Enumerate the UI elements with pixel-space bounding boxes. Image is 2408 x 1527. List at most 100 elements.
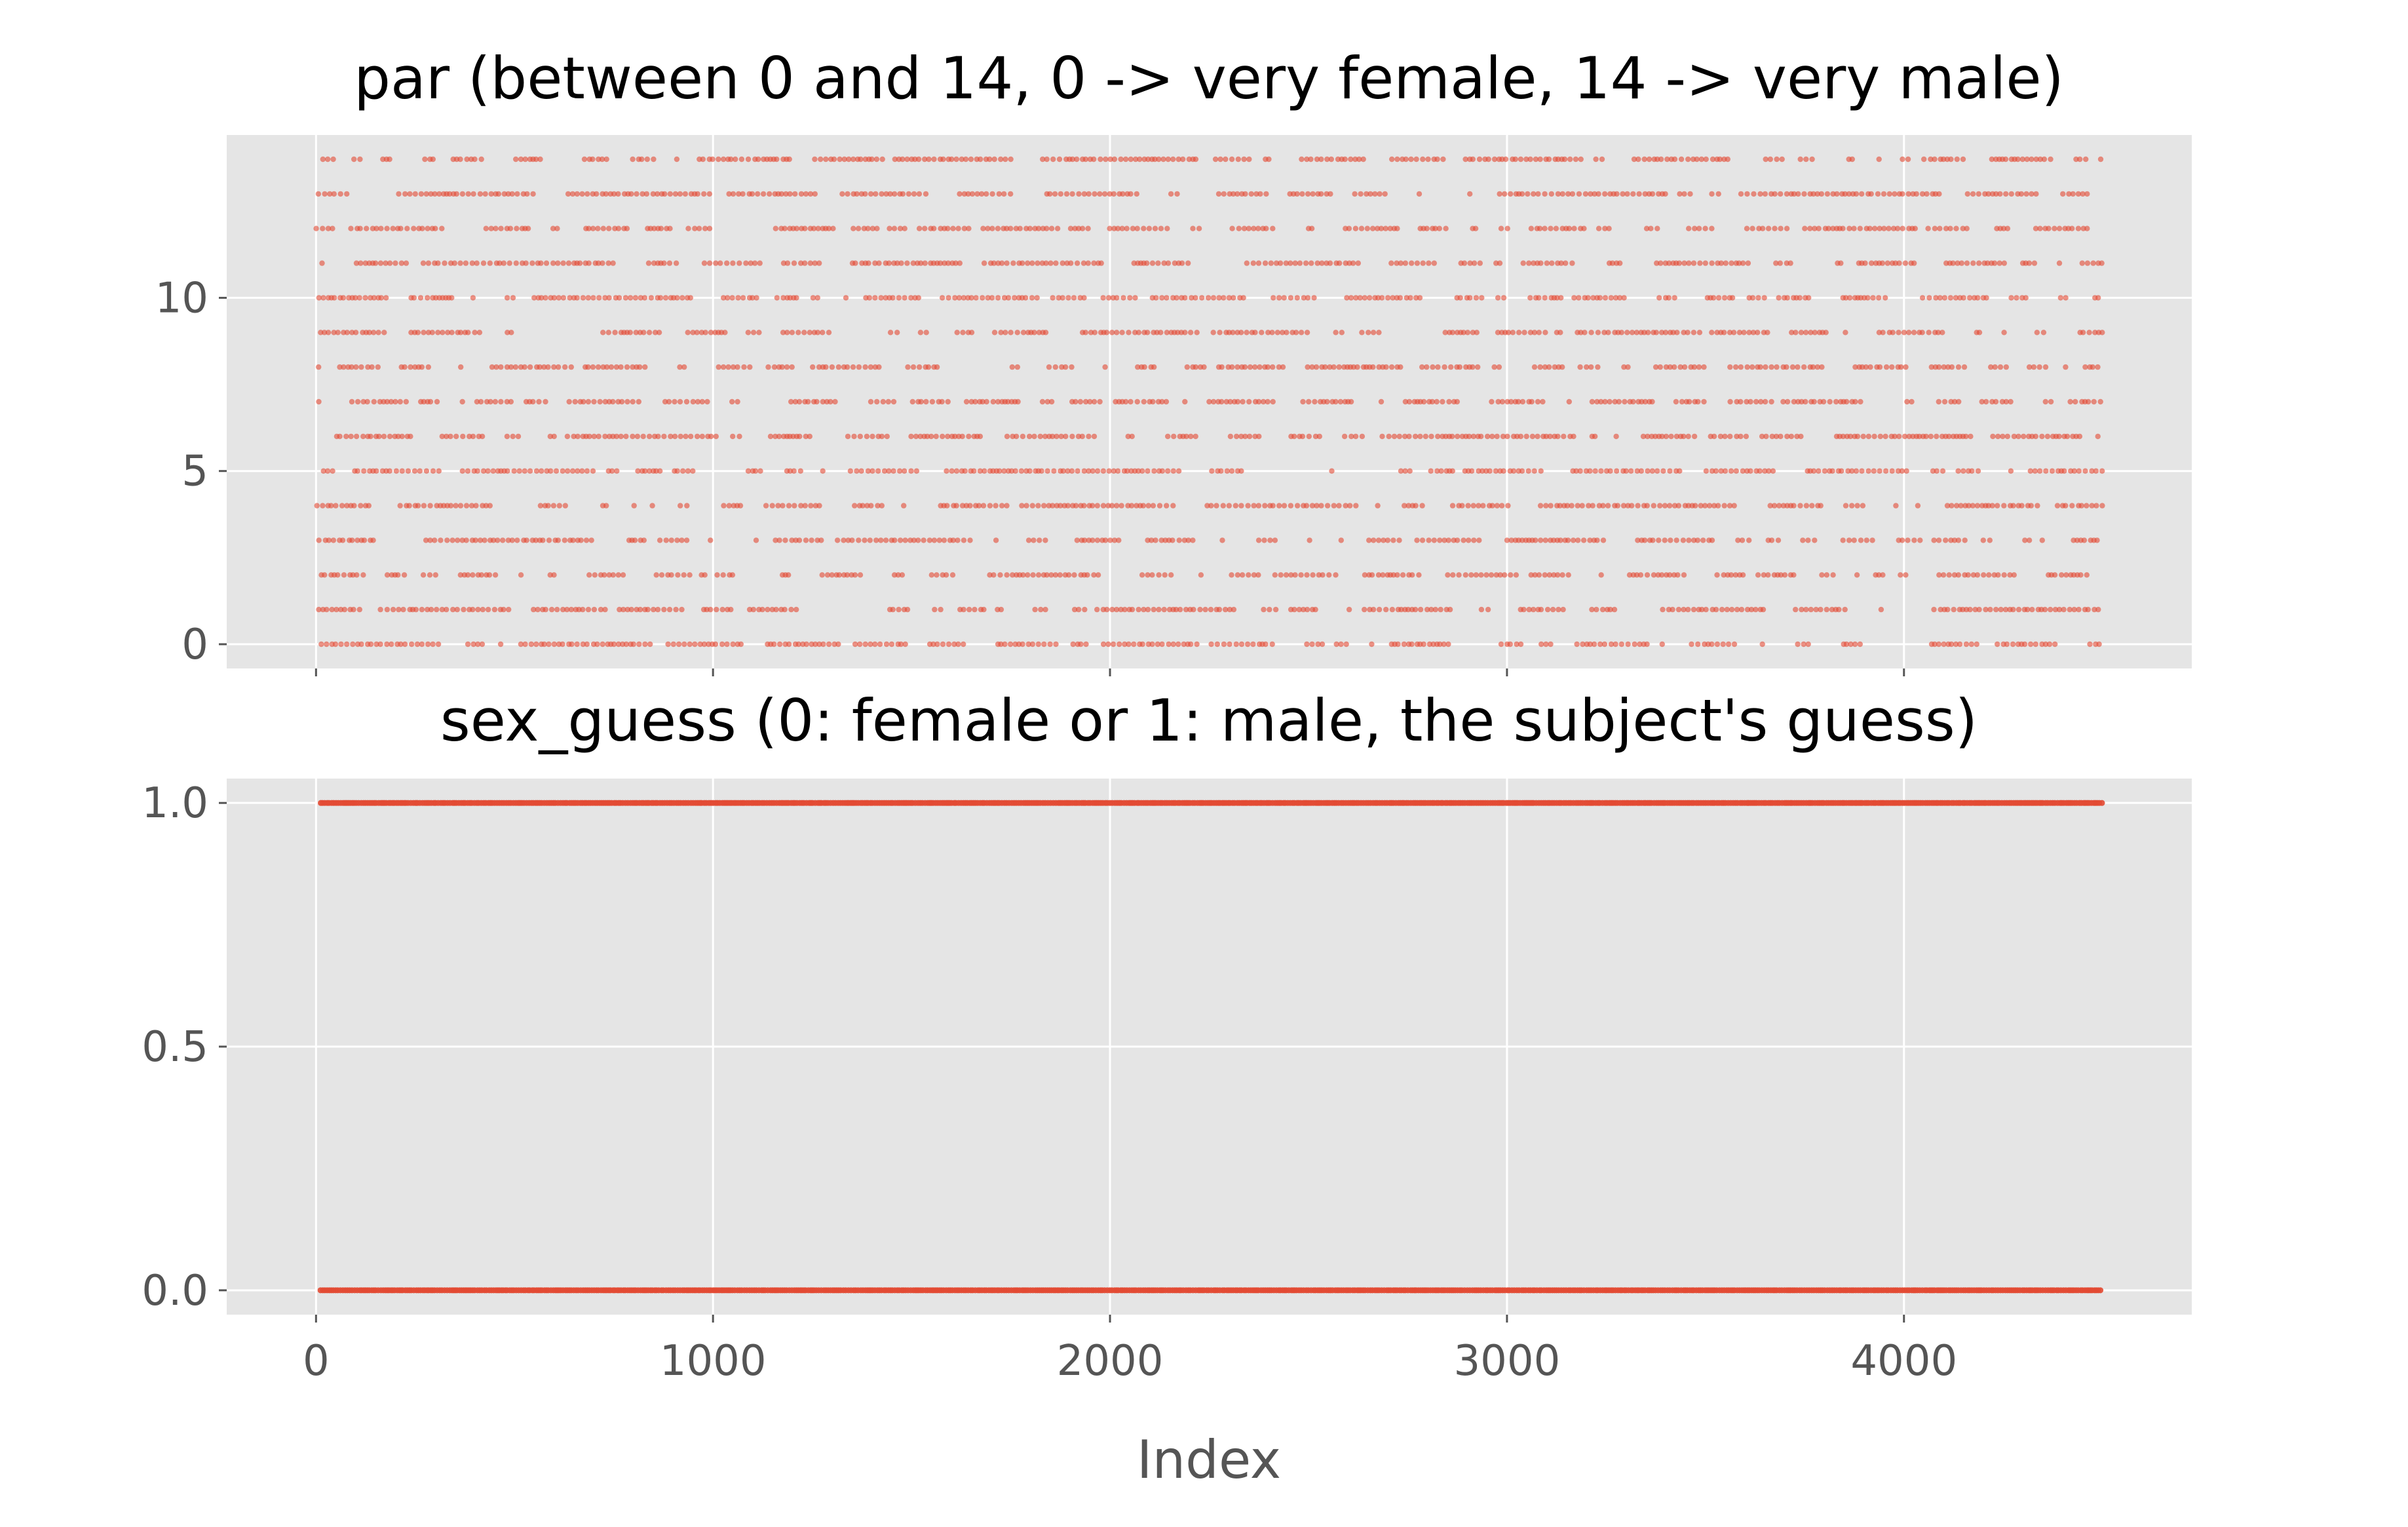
- data-point: [539, 468, 545, 474]
- data-point: [418, 191, 425, 197]
- data-point: [1987, 606, 1993, 613]
- data-point: [1507, 641, 1513, 648]
- data-point: [1523, 433, 1529, 440]
- data-point: [1657, 503, 1663, 509]
- data-point: [1663, 433, 1670, 440]
- data-point: [353, 364, 359, 370]
- data-point: [569, 641, 575, 648]
- data-point: [651, 260, 657, 266]
- data-point: [720, 156, 727, 163]
- data-point: [1183, 433, 1189, 440]
- data-point: [1681, 330, 1687, 336]
- data-point: [1442, 364, 1447, 370]
- data-point: [1063, 191, 1070, 197]
- data-point: [1173, 606, 1179, 613]
- data-point: [902, 468, 908, 474]
- data-point: [1048, 225, 1055, 231]
- data-point: [562, 537, 567, 543]
- data-point: [1911, 330, 1917, 336]
- data-point: [1001, 191, 1007, 197]
- data-point: [1542, 364, 1548, 370]
- data-point: [608, 364, 615, 370]
- data-point: [1976, 260, 1982, 266]
- data-point: [2008, 295, 2014, 301]
- data-point: [901, 503, 907, 509]
- data-point: [1578, 156, 1584, 163]
- data-point: [1310, 191, 1316, 197]
- data-point: [1339, 330, 1345, 336]
- data-point: [2099, 260, 2105, 266]
- data-point: [820, 398, 826, 405]
- data-point: [1034, 295, 1040, 301]
- data-point: [934, 641, 940, 648]
- data-point: [366, 330, 372, 336]
- data-point: [1787, 260, 1793, 266]
- data-point: [755, 156, 761, 163]
- data-point: [2085, 398, 2092, 405]
- data-point: [1234, 364, 1240, 370]
- data-point: [1478, 433, 1484, 440]
- data-point: [1309, 503, 1316, 509]
- data-point: [1412, 433, 1419, 440]
- data-point: [938, 606, 944, 613]
- data-point: [1246, 156, 1252, 163]
- data-point: [1342, 156, 1348, 163]
- data-point: [1390, 537, 1396, 543]
- data-point: [463, 537, 469, 543]
- data-point: [810, 364, 816, 370]
- points-layer: [313, 156, 2105, 648]
- data-point: [1919, 330, 1925, 336]
- data-point: [619, 398, 625, 405]
- data-point: [1957, 641, 1963, 648]
- data-point: [1082, 156, 1089, 163]
- data-point: [493, 364, 499, 370]
- data-point: [642, 364, 648, 370]
- data-point: [1119, 225, 1125, 231]
- data-point: [1645, 468, 1651, 474]
- data-point: [2008, 191, 2014, 197]
- data-point: [984, 191, 989, 197]
- data-point: [670, 641, 676, 648]
- data-point: [344, 641, 350, 648]
- data-point: [1950, 260, 1956, 266]
- data-point: [1081, 191, 1088, 197]
- data-point: [321, 330, 328, 336]
- data-point: [1614, 191, 1620, 197]
- data-point: [1983, 295, 1989, 301]
- data-point: [2022, 537, 2028, 543]
- data-point: [641, 330, 647, 336]
- data-point: [1432, 606, 1438, 613]
- data-point: [1521, 330, 1527, 336]
- data-point: [1008, 330, 1014, 336]
- data-point: [1997, 191, 2003, 197]
- data-point: [985, 225, 991, 231]
- data-point: [1130, 225, 1136, 231]
- data-point: [1435, 433, 1441, 440]
- data-point: [1250, 260, 1257, 266]
- data-point: [1210, 398, 1217, 405]
- data-point: [1709, 191, 1715, 197]
- data-point: [584, 468, 590, 474]
- data-point: [1091, 156, 1097, 163]
- data-point: [886, 260, 892, 266]
- data-point: [668, 572, 674, 578]
- data-point: [1004, 225, 1010, 231]
- data-point: [349, 398, 355, 405]
- data-point: [599, 156, 605, 163]
- data-point: [1528, 225, 1535, 231]
- data-point: [1526, 260, 1532, 266]
- data-point: [1425, 156, 1431, 163]
- data-point: [1581, 225, 1587, 231]
- data-point: [1052, 191, 1058, 197]
- data-point: [2079, 260, 2085, 266]
- data-point: [667, 191, 673, 197]
- data-point: [1829, 468, 1835, 474]
- data-point: [636, 398, 641, 405]
- data-point: [1001, 468, 1007, 474]
- data-point: [728, 606, 734, 613]
- data-point: [1446, 398, 1452, 405]
- data-point: [1795, 641, 1801, 648]
- data-point: [1338, 641, 1344, 648]
- data-point: [586, 572, 592, 578]
- data-point: [1309, 364, 1315, 370]
